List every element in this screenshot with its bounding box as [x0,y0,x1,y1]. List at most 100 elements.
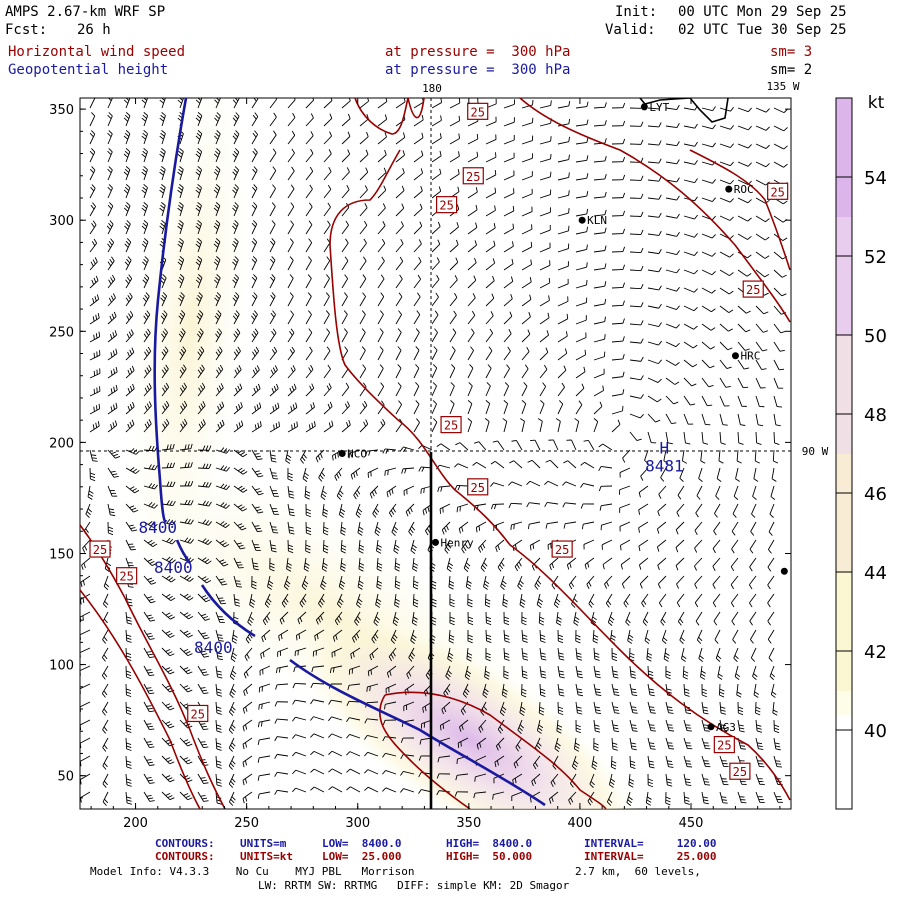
wind-barb-flag [420,186,423,192]
wind-barb-flag [195,99,201,104]
wind-barb [377,167,387,181]
wind-barb-flag [214,279,219,284]
wind-barb-flag [658,230,662,236]
wind-barb [377,132,387,145]
wind-barb [665,286,680,292]
wind-barb-flag [124,114,130,119]
wind-barb-flag [781,274,787,278]
wind-barb-shaft [575,124,587,127]
wind-barb [177,148,184,163]
wind-barb-flag [586,244,588,250]
wind-barb-shaft [611,286,624,289]
wind-barb-shaft [323,135,332,145]
wind-barb-shaft [665,287,677,292]
wind-barb-shaft [521,104,533,109]
wind-barb [611,120,626,127]
wind-barb [232,184,239,199]
wind-barb-shaft [683,269,695,275]
wind-barb-flag [272,148,277,154]
wind-barb-flag [399,256,404,262]
wind-barb [287,274,294,289]
wind-barb [107,256,115,271]
wind-barb-shaft [377,207,386,217]
wind-barb-flag [383,185,387,191]
wind-barb-shaft [575,159,587,163]
wind-barb-flag [108,130,113,135]
wind-barb-flag [91,184,96,189]
wind-barb-flag [568,136,571,142]
wind-barb-flag [364,185,368,191]
wind-barb-shaft [143,169,148,181]
wind-barb-shaft [287,117,296,127]
wind-barb-flag [568,154,570,160]
wind-barb-flag [91,166,96,171]
wind-barb-shaft [107,133,113,145]
wind-barb [251,130,258,145]
wind-barb-flag [586,173,589,179]
wind-barb-shaft [737,179,749,185]
wind-barb [683,269,698,275]
wind-barb [449,115,461,127]
wind-barb-shaft [539,176,551,181]
wind-barb-flag [344,274,349,279]
wind-barb-flag [586,155,589,161]
wind-barb-shaft [485,174,496,181]
wind-barb-shaft [701,197,713,202]
wind-barb-flag [622,102,626,108]
wind-barb-flag [473,275,477,281]
wind-barb-flag [604,227,607,233]
wind-barb [195,184,202,199]
wind-barb-flag [179,166,184,170]
wind-barb-flag [292,112,296,118]
wind-barb-shaft [377,172,387,181]
wind-barb-flag [256,98,259,100]
wind-barb [719,143,734,148]
wind-barb-flag [494,205,496,211]
wind-barb-shaft [395,154,405,163]
wind-barb-flag [271,220,276,225]
wind-barb-flag [550,136,552,142]
wind-barb-flag [126,238,132,243]
wind-barb-flag [345,238,349,244]
wind-barb-flag [124,132,130,137]
wind-barb-shaft [107,169,113,181]
wind-barb-shaft [305,153,314,163]
wind-barb-flag [123,171,129,176]
wind-barb-shaft [269,98,277,109]
wind-barb-shaft [701,107,713,112]
wind-barb-flag [92,202,96,207]
wind-barb [323,131,333,145]
wind-barb-shaft [521,281,532,289]
wind-barb [467,204,478,217]
wind-barb [195,202,202,217]
wind-barb [539,153,552,163]
wind-barb-flag [747,125,752,131]
wind-barb-flag [729,235,734,240]
wind-barb-flag [251,240,256,246]
wind-barb-shaft [539,104,551,109]
wind-barb-flag [251,258,256,264]
wind-barb-shaft [107,151,113,163]
wind-barb-flag [214,222,220,227]
wind-barb-flag [195,279,201,284]
wind-barb [557,136,571,145]
wind-barb-flag [142,204,147,209]
wind-barb-shaft [269,134,277,145]
wind-barb [431,239,441,253]
wind-barb-flag [676,231,680,237]
wind-barb [773,143,788,150]
wind-barb-shaft [755,215,766,223]
wind-barb-shaft [233,205,239,217]
wind-barb-flag [232,153,237,158]
wind-barb-flag [160,114,165,119]
wind-barb-flag [160,132,165,137]
wind-barb-flag [89,168,94,174]
wind-barb-flag [440,115,442,121]
wind-barb-flag [111,256,115,262]
wind-barb-shaft [179,151,184,163]
wind-barb-flag [196,168,201,173]
wind-barb [287,220,294,235]
wind-barb [89,220,97,235]
wind-barb-flag [159,171,164,176]
wind-barb [195,130,203,145]
